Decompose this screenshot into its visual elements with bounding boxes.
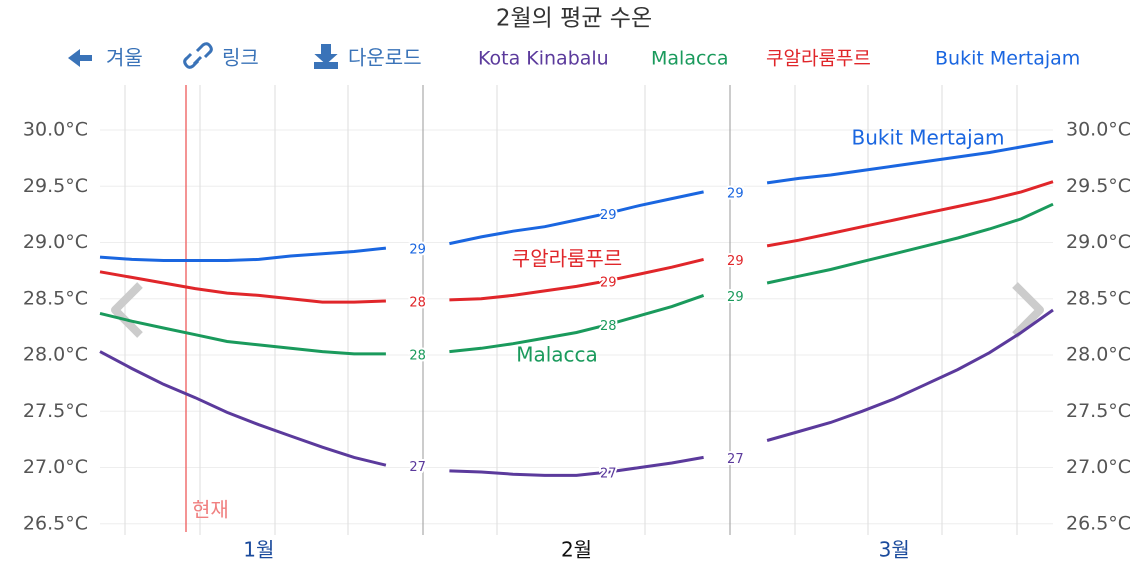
y-tick-label: 28.5°C [23, 287, 88, 309]
y-tick-label: 27.0°C [23, 456, 88, 478]
y-tick-label: 26.5°C [23, 512, 88, 534]
value-label: 27 [409, 460, 426, 475]
value-label: 29 [600, 208, 617, 223]
y-tick-label: 30.0°C [23, 119, 88, 141]
series-label: Malacca [516, 343, 598, 367]
series-label: 쿠알라룸푸르 [512, 247, 622, 271]
series-line [99, 202, 1054, 356]
value-label: 29 [727, 186, 744, 201]
y-tick-label: 29.0°C [23, 231, 88, 253]
y2-tick-label: 27.5°C [1066, 400, 1131, 422]
toolbar-link[interactable]: 링크 [183, 42, 259, 70]
x-tick-label: 3월 [879, 538, 910, 562]
legend-label: Kota Kinabalu [478, 48, 609, 70]
download-icon [314, 44, 338, 69]
x-tick-label: 1월 [243, 538, 274, 562]
y-tick-label: 27.5°C [23, 400, 88, 422]
toolbar-download[interactable]: 다운로드 [314, 44, 422, 70]
series-line [99, 180, 1054, 304]
legend-label: 쿠알라룸푸르 [766, 48, 871, 70]
y2-tick-label: 29.0°C [1066, 231, 1131, 253]
value-label: 29 [409, 243, 426, 258]
back-icon [68, 49, 92, 67]
series-line [99, 139, 1054, 262]
y2-tick-label: 30.0°C [1066, 119, 1131, 141]
legend-item[interactable]: Malacca [651, 48, 729, 70]
toolbar-label: 링크 [222, 46, 259, 70]
value-label: 28 [409, 296, 426, 311]
value-label: 29 [600, 275, 617, 290]
current-label: 현재 [192, 498, 229, 522]
legend-item[interactable]: Kota Kinabalu [478, 48, 609, 70]
y-tick-label: 29.5°C [23, 175, 88, 197]
next-arrow[interactable] [1012, 282, 1044, 338]
value-label: 27 [600, 467, 617, 482]
chart-title: 2월의 평균 수온 [496, 6, 652, 32]
prev-arrow[interactable] [111, 282, 143, 338]
y2-tick-label: 28.5°C [1066, 287, 1131, 309]
value-label: 29 [727, 254, 744, 269]
y2-tick-label: 29.5°C [1066, 175, 1131, 197]
y-tick-label: 28.0°C [23, 344, 88, 366]
legend-label: Bukit Mertajam [935, 48, 1080, 70]
link-icon [183, 42, 213, 69]
legend-item[interactable]: 쿠알라룸푸르 [766, 48, 871, 70]
series-label: Bukit Mertajam [852, 126, 1005, 150]
toolbar-label: 겨울 [106, 46, 143, 70]
x-tick-label: 2월 [561, 538, 592, 562]
legend-item[interactable]: Bukit Mertajam [935, 48, 1080, 70]
value-label: 28 [409, 348, 426, 363]
value-label: 29 [727, 290, 744, 305]
y2-tick-label: 26.5°C [1066, 512, 1131, 534]
y2-tick-label: 27.0°C [1066, 456, 1131, 478]
value-label: 28 [600, 319, 617, 334]
toolbar-winter[interactable]: 겨울 [68, 46, 143, 70]
value-label: 27 [727, 452, 744, 467]
series-line [99, 308, 1054, 477]
legend-label: Malacca [651, 48, 729, 70]
y2-tick-label: 28.0°C [1066, 344, 1131, 366]
toolbar-label: 다운로드 [348, 46, 422, 70]
